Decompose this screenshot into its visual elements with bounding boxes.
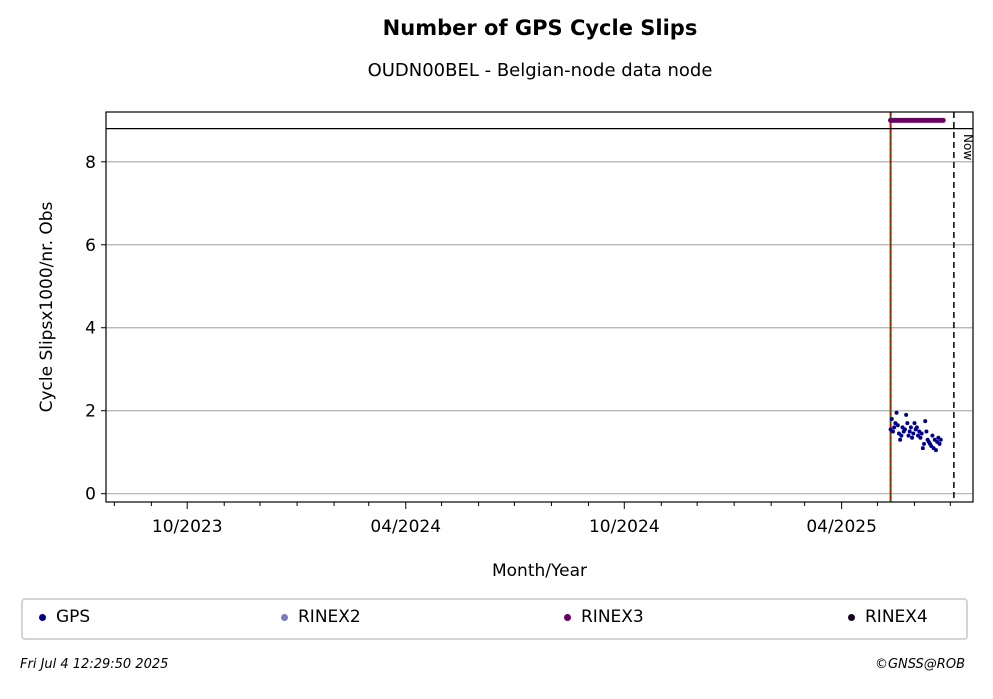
- legend-rinex3-label: RINEX3: [581, 607, 644, 627]
- data-point-gps: [920, 446, 925, 451]
- data-point-gps: [899, 433, 904, 438]
- data-point-gps: [908, 425, 913, 430]
- data-point-gps: [912, 421, 917, 426]
- x-tick-label: 10/2024: [589, 517, 660, 537]
- data-point-gps: [907, 429, 912, 434]
- data-point-gps: [898, 437, 903, 442]
- footer-timestamp: Fri Jul 4 12:29:50 2025: [20, 657, 169, 672]
- y-tick-label: 4: [85, 319, 96, 339]
- data-point-gps: [938, 437, 943, 442]
- plot-area-frame: [105, 111, 974, 503]
- data-point-gps: [922, 441, 927, 446]
- data-point-gps: [930, 433, 935, 438]
- x-tick-label: 04/2024: [370, 517, 441, 537]
- data-point-gps: [892, 425, 897, 430]
- x-axis-label: Month/Year: [492, 561, 587, 581]
- data-point-gps: [904, 412, 909, 417]
- legend-rinex2-marker: [281, 613, 288, 621]
- data-point-gps: [894, 410, 899, 415]
- data-point-gps: [923, 419, 928, 424]
- data-point-gps: [889, 417, 894, 422]
- data-point-gps: [902, 427, 907, 432]
- data-point-gps: [905, 421, 910, 426]
- data-point-rinex3: [940, 117, 946, 123]
- legend-item-gps: GPS: [39, 607, 90, 627]
- grid-layer: [106, 161, 973, 495]
- legend-rinex2-label: RINEX2: [298, 607, 361, 627]
- y-tick-label: 6: [85, 236, 96, 256]
- data-point-gps: [919, 431, 924, 436]
- data-point-gps: [895, 423, 900, 428]
- y-tick-label: 2: [85, 402, 96, 422]
- data-point-gps: [924, 429, 929, 434]
- chart-title: Number of GPS Cycle Slips: [382, 16, 698, 40]
- data-point-gps: [933, 448, 938, 453]
- chart-subtitle: OUDN00BEL - Belgian-node data node: [367, 60, 713, 81]
- data-point-gps: [890, 429, 895, 434]
- data-point-gps: [910, 435, 915, 440]
- legend-item-rinex2: RINEX2: [281, 607, 361, 627]
- legend-item-rinex4: RINEX4: [848, 607, 928, 627]
- now-label: Now: [961, 134, 975, 160]
- axes: 0 2 4 6 8 10/2023 04/2024 10/2024 04/2025: [85, 127, 973, 537]
- legend-rinex4-marker: [848, 613, 855, 621]
- y-axis-label: Cycle Slipsx1000/nr. Obs: [37, 201, 57, 412]
- legend-gps-marker: [39, 613, 46, 621]
- data-point-gps: [918, 435, 923, 440]
- legend-rinex4-label: RINEX4: [865, 607, 928, 627]
- legend-item-rinex3: RINEX3: [564, 607, 644, 627]
- y-tick-label: 8: [85, 153, 96, 173]
- footer-copyright: ©GNSS@ROB: [874, 657, 965, 672]
- data-points: [887, 117, 946, 453]
- y-tick-label: 0: [85, 485, 96, 505]
- x-tick-label: 10/2023: [152, 517, 223, 537]
- data-point-gps: [914, 425, 919, 430]
- data-point-gps: [906, 433, 911, 438]
- legend: GPS RINEX2 RINEX3 RINEX4: [21, 598, 968, 640]
- data-point-gps: [937, 441, 942, 446]
- x-tick-label: 04/2025: [806, 517, 877, 537]
- data-point-gps: [911, 431, 916, 436]
- marker-lines: [889, 112, 955, 502]
- legend-gps-label: GPS: [56, 607, 91, 627]
- legend-rinex3-marker: [564, 613, 571, 621]
